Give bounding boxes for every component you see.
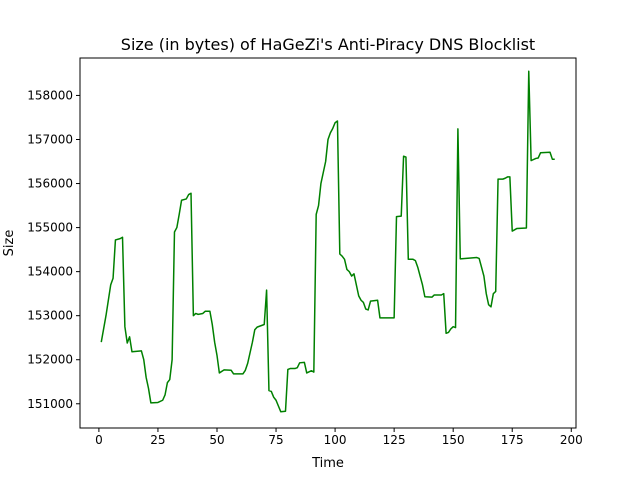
plot-frame — [79, 57, 577, 429]
series-line-0 — [100, 70, 555, 413]
x-tick-label: 0 — [95, 433, 103, 447]
y-axis-ticks: 151000 152000 153000 154000 155000 156000 1570… — [27, 88, 80, 411]
plot-area: 0 25 50 75 100 125 150 175 200 151000 152000 15300… — [27, 57, 583, 447]
x-axis-ticks: 0 25 50 75 100 125 150 175 200 — [95, 428, 583, 447]
x-tick-label: 100 — [324, 433, 347, 447]
y-tick-label: 154000 — [27, 265, 73, 279]
x-tick-label: 25 — [150, 433, 165, 447]
x-axis-label: Time — [311, 456, 344, 471]
y-tick-label: 151000 — [27, 397, 73, 411]
y-axis-label: Size — [2, 230, 17, 257]
y-tick-label: 155000 — [27, 221, 73, 235]
x-tick-label: 125 — [383, 433, 406, 447]
series-layer — [100, 70, 555, 413]
x-tick-label: 175 — [501, 433, 524, 447]
x-tick-label: 75 — [268, 433, 283, 447]
y-tick-label: 152000 — [27, 353, 73, 367]
plot-background — [80, 58, 576, 428]
y-tick-label: 158000 — [27, 88, 73, 102]
y-tick-label: 156000 — [27, 177, 73, 191]
y-tick-label: 153000 — [27, 309, 73, 323]
x-tick-label: 50 — [209, 433, 224, 447]
x-tick-label: 200 — [560, 433, 583, 447]
x-tick-label: 150 — [442, 433, 465, 447]
chart-title: Size (in bytes) of HaGeZi's Anti-Piracy … — [121, 35, 535, 54]
y-tick-label: 157000 — [27, 132, 73, 146]
